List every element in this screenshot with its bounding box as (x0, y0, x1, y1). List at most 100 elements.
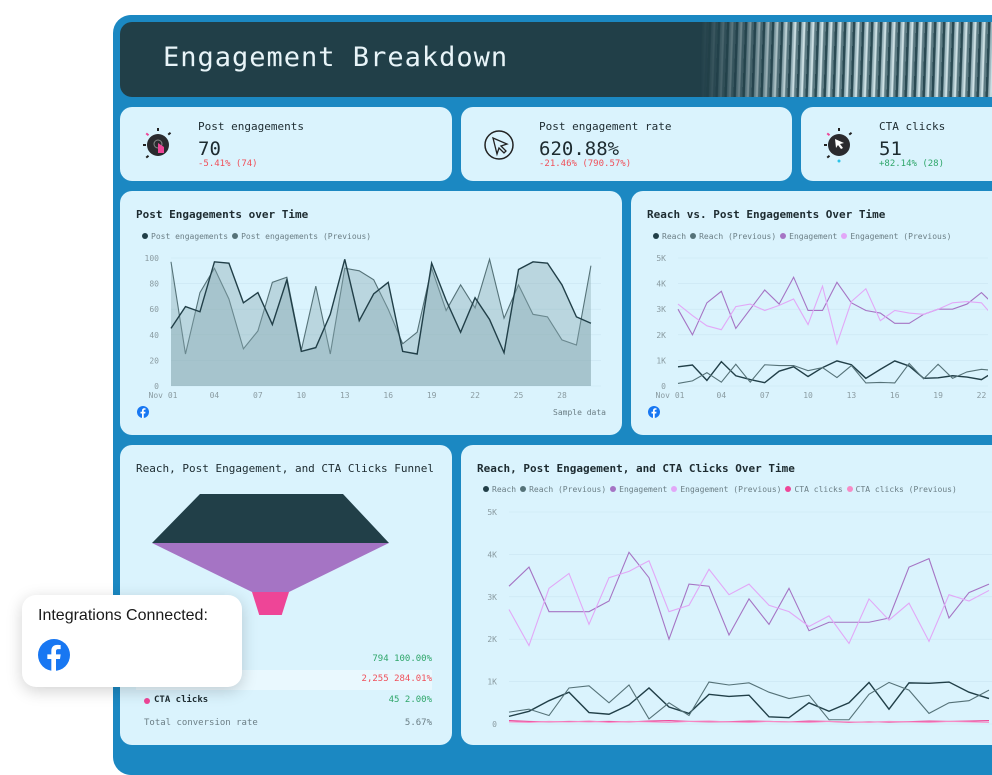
legend-label[interactable]: Engagement (789, 232, 838, 241)
legend-dot (671, 486, 678, 492)
series-line-reach (508, 681, 990, 719)
legend-dot (841, 233, 848, 239)
x-tick-label: 25 (514, 391, 524, 400)
series-line-post-engagements (170, 259, 592, 356)
y-tick-label: 3K (656, 305, 666, 314)
series-line-reach (677, 360, 988, 384)
series-line-engagement-previous- (508, 559, 990, 647)
kpi-label: Post engagements (198, 120, 304, 133)
facebook-icon (648, 406, 660, 418)
y-tick-label: 0 (154, 382, 159, 391)
legend-label[interactable]: CTA clicks (794, 485, 843, 494)
funnel-row: CTA clicks 45 2.00% (136, 691, 432, 711)
chart-legend: Post engagements Post engagements (Previo… (138, 232, 371, 241)
legend-label[interactable]: Reach (Previous) (699, 232, 777, 241)
y-tick-label: 3K (487, 593, 497, 602)
funnel-stage-1 (152, 494, 389, 543)
tap-hand-icon (143, 128, 172, 159)
legend-dot (785, 486, 792, 492)
legend-dot (846, 486, 853, 492)
legend-dot (520, 486, 527, 492)
series-line-reach-previous- (508, 681, 990, 721)
series-area (171, 259, 591, 386)
y-tick-label: 80 (149, 280, 159, 289)
kpi-card-post-engagement-rate: Post engagement rate 620.88% -21.46% (79… (461, 107, 792, 181)
y-tick-label: 2K (487, 635, 497, 644)
chart-title: Reach, Post Engagement, and CTA Clicks O… (477, 462, 795, 475)
y-tick-label: 5K (487, 508, 497, 517)
legend-label[interactable]: Engagement (619, 485, 668, 494)
kpi-delta: -5.41% (74) (198, 159, 258, 169)
kpi-label: CTA clicks (879, 120, 946, 133)
panel-post-engagements-over-time: Post Engagements over Time Post engageme… (120, 191, 622, 435)
facebook-icon[interactable] (38, 639, 70, 671)
x-tick-label: 19 (427, 391, 437, 400)
y-tick-label: 0 (661, 382, 666, 391)
legend-label[interactable]: Engagement (Previous) (850, 232, 952, 241)
legend-label[interactable]: Reach (662, 232, 687, 241)
x-tick-label: 13 (340, 391, 350, 400)
x-tick-label: 04 (210, 391, 220, 400)
legend-dot (690, 233, 697, 239)
legend-label[interactable]: Post engagements (Previous) (241, 232, 372, 241)
kpi-value: 51 (879, 138, 902, 160)
y-tick-label: 4K (656, 280, 666, 289)
legend-label[interactable]: Engagement (Previous) (680, 485, 782, 494)
kpi-card-post-engagements: Post engagements 70 -5.41% (74) (120, 107, 452, 181)
chart-title: Post Engagements over Time (136, 208, 309, 221)
chart-legend: Reach Reach (Previous) Engagement Engagemen… (649, 232, 951, 241)
legend-dot (610, 486, 617, 492)
x-tick-label: 04 (717, 391, 727, 400)
y-tick-label: 20 (149, 356, 159, 365)
x-tick-label: 13 (847, 391, 857, 400)
funnel-stage-3 (252, 592, 289, 615)
legend-dot (232, 233, 239, 239)
chart-legend: Reach Reach (Previous) Engagement Engagemen… (479, 485, 957, 494)
integrations-popup: Integrations Connected: (22, 595, 242, 687)
legend-label[interactable]: Reach (492, 485, 517, 494)
legend-label[interactable]: CTA clicks (Previous) (855, 485, 957, 494)
series-line-cta-clicks-previous- (508, 720, 990, 723)
chart-title: Reach vs. Post Engagements Over Time (647, 208, 886, 221)
y-tick-label: 40 (149, 331, 159, 340)
legend-dot (144, 698, 150, 704)
dashboard-header: Engagement Breakdown (120, 22, 992, 97)
series-line-reach-previous- (677, 362, 988, 384)
page-title: Engagement Breakdown (163, 42, 509, 73)
kpi-label: Post engagement rate (539, 120, 672, 133)
series-line-engagement (677, 275, 988, 337)
series-area (171, 259, 591, 386)
x-tick-label: 19 (933, 391, 943, 400)
series-line-engagement (508, 551, 990, 641)
panel-reach-engagement-cta-over-time: Reach, Post Engagement, and CTA Clicks O… (461, 445, 992, 745)
x-tick-label: Nov 01 (149, 391, 178, 400)
kpi-card-cta-clicks: CTA clicks 51 +82.14% (28) (801, 107, 992, 181)
x-tick-label: 10 (296, 391, 306, 400)
cursor-click-icon (824, 128, 853, 163)
sample-data-note: Sample data (553, 408, 606, 417)
y-tick-label: 4K (487, 550, 497, 559)
y-tick-label: 2K (656, 331, 666, 340)
funnel-chart (152, 494, 389, 615)
y-tick-label: 100 (145, 254, 160, 263)
x-tick-label: 07 (253, 391, 263, 400)
legend-label[interactable]: Post engagements (151, 232, 229, 241)
x-tick-label: 07 (760, 391, 770, 400)
legend-dot (483, 486, 489, 492)
funnel-row: 794 100.00% (372, 654, 432, 664)
x-tick-label: 22 (470, 391, 480, 400)
series-line-post-engagements-previous- (170, 257, 592, 355)
legend-dot (780, 233, 787, 239)
x-tick-label: 10 (803, 391, 813, 400)
popup-title: Integrations Connected: (38, 607, 208, 624)
series-line-engagement-previous- (677, 284, 988, 346)
funnel-total-row: Total conversion rate 5.67% (144, 718, 432, 728)
kpi-delta: +82.14% (28) (879, 159, 945, 169)
x-tick-label: 16 (383, 391, 393, 400)
legend-label[interactable]: Reach (Previous) (529, 485, 607, 494)
kpi-value: 620.88% (539, 138, 620, 160)
facebook-icon (137, 406, 149, 418)
cursor-circle-icon (484, 130, 514, 160)
x-tick-label: Nov 01 (656, 391, 685, 400)
